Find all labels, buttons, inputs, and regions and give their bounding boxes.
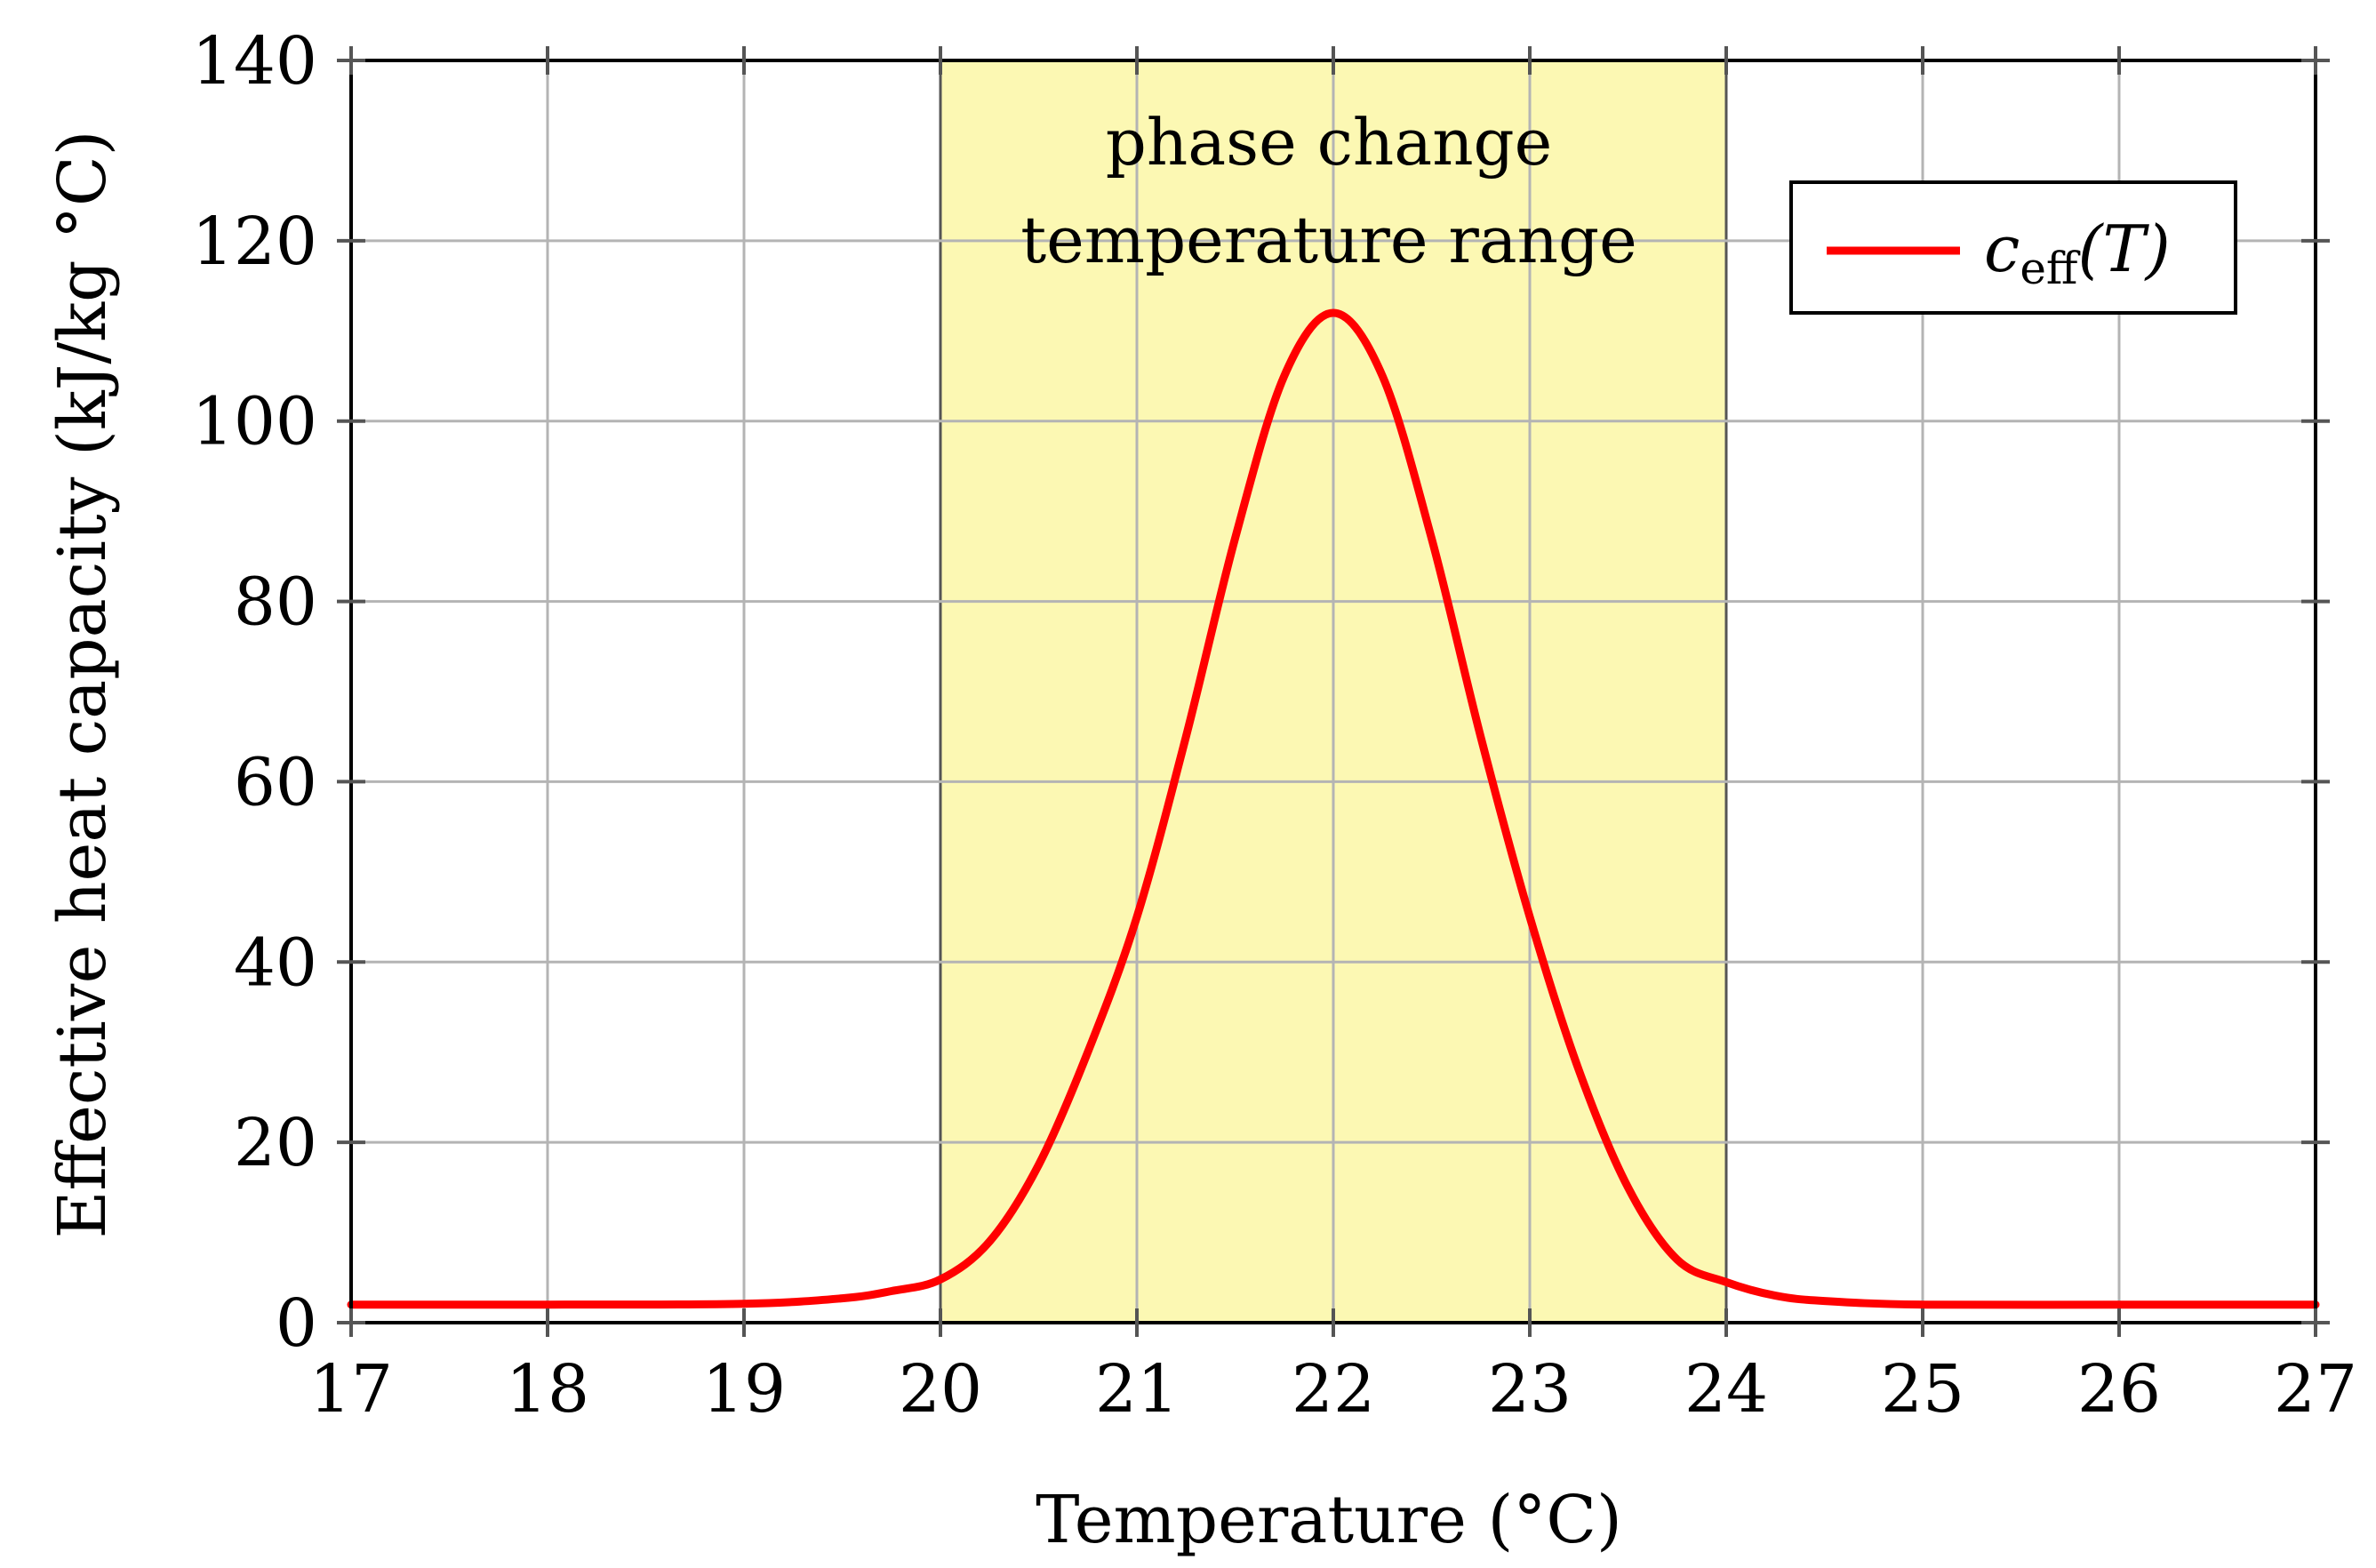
x-axis-title: Temperature (°C) (1036, 1482, 1622, 1558)
y-tick-label: 100 (192, 384, 317, 460)
y-tick-label: 0 (276, 1285, 317, 1362)
x-tick-label: 23 (1488, 1351, 1572, 1428)
shaded-region-label-line2: temperature range (1020, 203, 1637, 277)
series-line-0 (347, 308, 2320, 1309)
annotation-layer: phase change temperature range (1020, 105, 1637, 277)
legend-label-main: c (1984, 212, 2020, 286)
x-tick-label: 19 (702, 1351, 786, 1428)
legend: ceff(T) (1789, 180, 2237, 315)
tick-layer: 17 18 19 20 21 22 23 24 25 26 27 0 20 40 60 80 100 120 140 (192, 23, 2357, 1428)
x-tick-label: 20 (899, 1351, 982, 1428)
x-tick-label: 25 (1881, 1351, 1964, 1428)
x-tick-label: 22 (1292, 1351, 1375, 1428)
x-tick-label: 24 (1684, 1351, 1768, 1428)
series-layer (347, 308, 2320, 1309)
legend-label-arg: (T) (2077, 212, 2170, 286)
legend-label-sub: eff (2020, 243, 2081, 294)
svg-text:ceff(T): ceff(T) (1984, 212, 2171, 294)
y-tick-label: 140 (192, 23, 317, 100)
y-tick-label: 80 (234, 564, 317, 641)
y-axis-title: Effective heat capacity (kJ/kg °C) (44, 131, 121, 1239)
y-tick-label: 60 (234, 744, 317, 820)
shaded-region-label-line1: phase change (1106, 105, 1553, 180)
x-tick-label: 26 (2077, 1351, 2161, 1428)
y-tick-label: 20 (234, 1105, 317, 1181)
y-tick-label: 40 (234, 924, 317, 1001)
x-tick-label: 27 (2274, 1351, 2357, 1428)
x-tick-label: 18 (506, 1351, 589, 1428)
y-tick-label: 120 (192, 204, 317, 280)
x-tick-label: 21 (1095, 1351, 1179, 1428)
x-tick-label: 17 (309, 1351, 393, 1428)
